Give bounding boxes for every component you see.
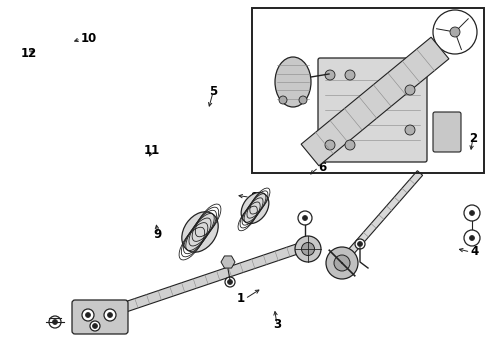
Circle shape: [279, 96, 287, 104]
Circle shape: [464, 230, 480, 246]
Circle shape: [405, 125, 415, 135]
Circle shape: [444, 139, 449, 144]
Circle shape: [227, 279, 232, 284]
Circle shape: [93, 324, 98, 328]
Text: 3: 3: [273, 318, 281, 330]
Circle shape: [345, 70, 355, 80]
Circle shape: [326, 247, 358, 279]
Text: 5: 5: [209, 85, 217, 98]
Circle shape: [325, 70, 335, 80]
Circle shape: [444, 123, 449, 129]
Polygon shape: [76, 243, 302, 328]
Circle shape: [469, 235, 474, 240]
Text: 8: 8: [250, 191, 258, 204]
Circle shape: [325, 140, 335, 150]
Text: 4: 4: [470, 246, 479, 258]
Circle shape: [90, 321, 100, 331]
Text: 10: 10: [81, 32, 97, 45]
Polygon shape: [332, 171, 423, 272]
Polygon shape: [301, 37, 449, 166]
Ellipse shape: [182, 212, 218, 252]
Circle shape: [441, 120, 453, 132]
Circle shape: [469, 211, 474, 216]
Text: 6: 6: [318, 161, 327, 174]
Text: 11: 11: [144, 144, 160, 157]
Circle shape: [299, 96, 307, 104]
Circle shape: [405, 85, 415, 95]
Circle shape: [107, 312, 113, 318]
Circle shape: [464, 205, 480, 221]
Ellipse shape: [241, 193, 269, 224]
Circle shape: [334, 255, 350, 271]
Circle shape: [355, 239, 365, 249]
Circle shape: [450, 27, 460, 37]
Circle shape: [49, 316, 61, 328]
Polygon shape: [221, 256, 235, 268]
Circle shape: [104, 309, 116, 321]
Circle shape: [441, 136, 453, 148]
Bar: [252, 8, 484, 173]
Circle shape: [345, 140, 355, 150]
Text: 1: 1: [237, 292, 245, 305]
Circle shape: [52, 320, 57, 324]
Text: 7: 7: [202, 235, 210, 248]
Circle shape: [225, 277, 235, 287]
FancyBboxPatch shape: [433, 112, 461, 152]
Text: 9: 9: [154, 228, 162, 240]
Text: 2: 2: [469, 132, 477, 145]
Circle shape: [302, 216, 308, 220]
Circle shape: [298, 211, 312, 225]
Circle shape: [295, 236, 321, 262]
FancyBboxPatch shape: [72, 300, 128, 334]
Text: 12: 12: [20, 47, 37, 60]
FancyBboxPatch shape: [318, 58, 427, 162]
Circle shape: [301, 243, 315, 256]
Circle shape: [85, 312, 91, 318]
Circle shape: [358, 242, 363, 247]
Circle shape: [82, 309, 94, 321]
Ellipse shape: [275, 57, 311, 107]
